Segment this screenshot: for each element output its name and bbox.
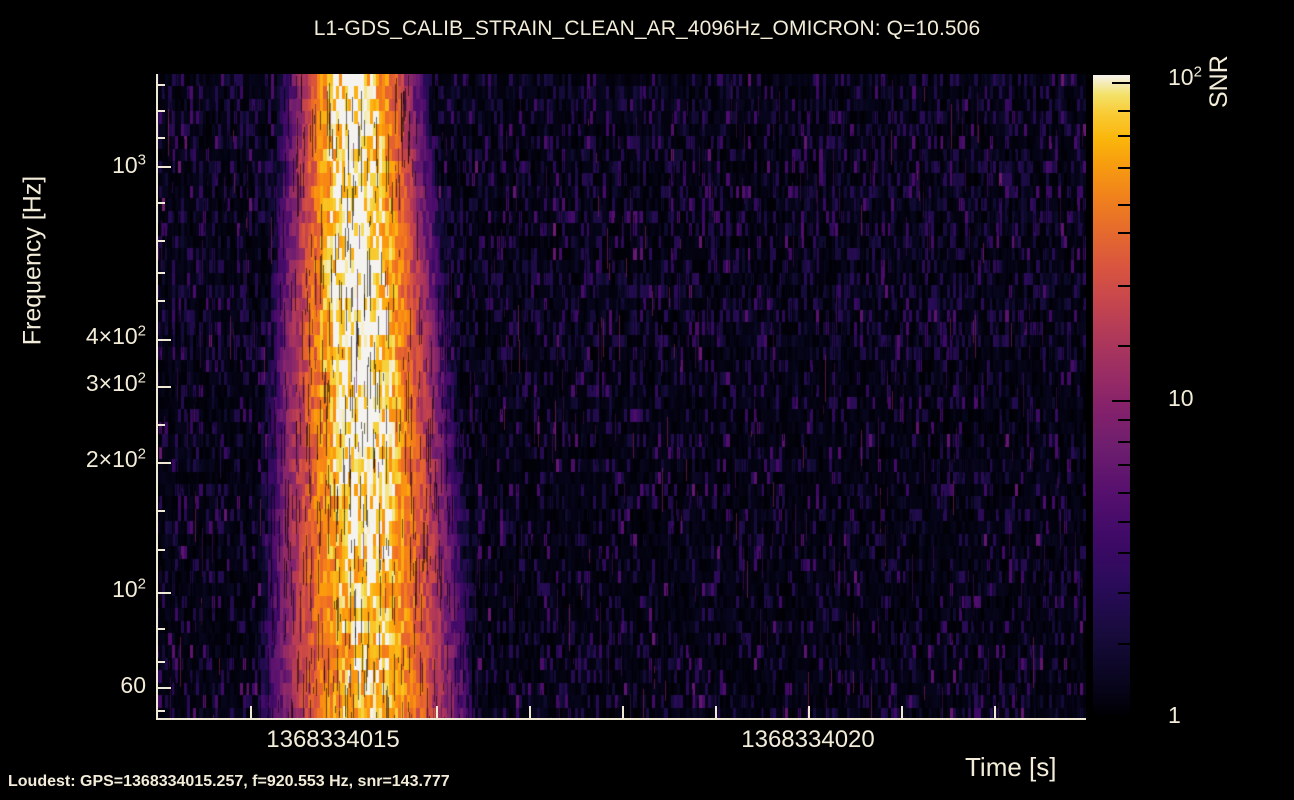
- colorbar-title: SNR: [1205, 55, 1233, 108]
- cb-minor-tick: [1118, 285, 1130, 287]
- y-minor-tick: [156, 424, 165, 426]
- x-tick-minor: [994, 706, 996, 720]
- cb-tick-label-1: 1: [1168, 702, 1181, 728]
- snr-colorbar[interactable]: [1093, 75, 1130, 715]
- y-tick-1000: [156, 166, 171, 168]
- cb-tick-100: [1112, 82, 1130, 84]
- y-minor-tick: [156, 300, 165, 302]
- cb-minor-tick: [1118, 441, 1130, 443]
- y-tick-label-60: 60: [120, 672, 146, 698]
- cb-tick-label-100: 102: [1168, 63, 1202, 90]
- y-minor-tick: [156, 628, 165, 630]
- y-tick-label-1000: 103: [112, 151, 146, 178]
- y-tick-300: [156, 386, 171, 388]
- cb-minor-tick: [1118, 521, 1130, 523]
- y-tick-400: [156, 339, 171, 341]
- x-tick-minor: [622, 706, 624, 720]
- cb-minor-tick: [1118, 492, 1130, 494]
- cb-minor-tick: [1118, 345, 1130, 347]
- cb-minor-tick: [1118, 204, 1130, 206]
- y-tick-label-300: 3×102: [85, 369, 146, 396]
- y-tick-label-400: 4×102: [85, 322, 146, 349]
- y-tick-60: [156, 687, 171, 689]
- x-tick-label-1: 1368334020: [741, 726, 875, 753]
- y-minor-tick: [156, 710, 165, 712]
- y-minor-tick: [156, 84, 165, 86]
- x-tick-minor: [901, 706, 903, 720]
- x-tick-minor: [715, 706, 717, 720]
- x-axis-title: Time [s]: [965, 752, 1057, 782]
- y-minor-tick: [156, 510, 165, 512]
- x-tick-minor: [529, 706, 531, 720]
- x-tick-minor: [343, 706, 345, 720]
- cb-minor-tick: [1118, 135, 1130, 137]
- y-tick-label-100: 102: [112, 575, 146, 602]
- cb-minor-tick: [1118, 232, 1130, 234]
- y-minor-tick: [156, 549, 165, 551]
- y-minor-tick: [156, 202, 165, 204]
- y-tick-label-200: 2×102: [85, 445, 146, 472]
- cb-minor-tick: [1118, 110, 1130, 112]
- y-minor-tick: [156, 137, 165, 139]
- y-tick-200: [156, 462, 171, 464]
- y-axis-title: Frequency [Hz]: [18, 175, 47, 346]
- cb-tick-10: [1112, 400, 1130, 402]
- y-minor-tick: [156, 272, 165, 274]
- y-minor-tick: [156, 661, 165, 663]
- cb-minor-tick: [1118, 643, 1130, 645]
- cb-minor-tick: [1118, 167, 1130, 169]
- page-title: L1-GDS_CALIB_STRAIN_CLEAN_AR_4096Hz_OMIC…: [313, 17, 981, 40]
- y-minor-tick: [156, 240, 165, 242]
- spectrogram-image[interactable]: [156, 74, 1086, 720]
- loudest-event-label: Loudest: GPS=1368334015.257, f=920.553 H…: [8, 773, 450, 790]
- spectrogram-plot-area[interactable]: [156, 74, 1086, 720]
- cb-tick-label-10: 10: [1168, 385, 1194, 411]
- x-tick-major: [250, 706, 252, 720]
- y-tick-100: [156, 592, 171, 594]
- cb-minor-tick: [1118, 464, 1130, 466]
- cb-minor-tick: [1118, 419, 1130, 421]
- cb-minor-tick: [1118, 592, 1130, 594]
- x-tick-major: [808, 706, 810, 720]
- y-minor-tick: [156, 110, 165, 112]
- x-tick-label-0: 1368334015: [266, 726, 400, 753]
- x-tick-minor: [436, 706, 438, 720]
- cb-minor-tick: [1118, 552, 1130, 554]
